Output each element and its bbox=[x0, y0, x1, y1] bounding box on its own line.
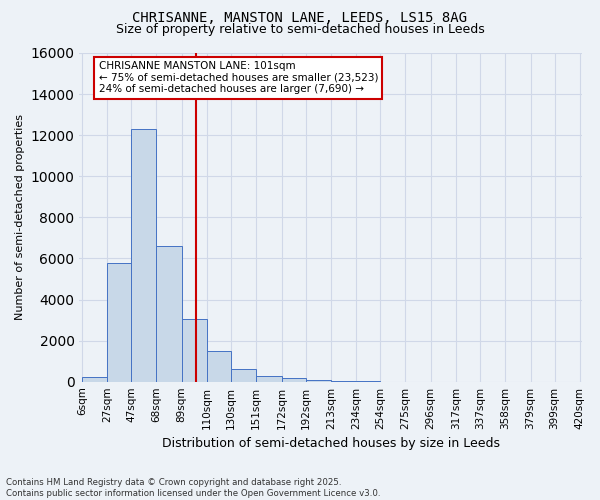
Bar bbox=[281, 378, 305, 382]
Bar bbox=[82, 376, 107, 382]
X-axis label: Distribution of semi-detached houses by size in Leeds: Distribution of semi-detached houses by … bbox=[162, 437, 500, 450]
Bar bbox=[131, 129, 157, 382]
Text: CHRISANNE MANSTON LANE: 101sqm
← 75% of semi-detached houses are smaller (23,523: CHRISANNE MANSTON LANE: 101sqm ← 75% of … bbox=[98, 61, 378, 94]
Bar bbox=[157, 246, 182, 382]
Text: Contains HM Land Registry data © Crown copyright and database right 2025.
Contai: Contains HM Land Registry data © Crown c… bbox=[6, 478, 380, 498]
Bar bbox=[305, 380, 331, 382]
Y-axis label: Number of semi-detached properties: Number of semi-detached properties bbox=[15, 114, 25, 320]
Text: CHRISANNE, MANSTON LANE, LEEDS, LS15 8AG: CHRISANNE, MANSTON LANE, LEEDS, LS15 8AG bbox=[133, 11, 467, 25]
Text: Size of property relative to semi-detached houses in Leeds: Size of property relative to semi-detach… bbox=[116, 22, 484, 36]
Bar bbox=[182, 319, 207, 382]
Bar bbox=[256, 376, 281, 382]
Bar bbox=[231, 369, 256, 382]
Bar bbox=[207, 352, 231, 382]
Bar bbox=[107, 262, 131, 382]
Bar bbox=[331, 380, 356, 382]
